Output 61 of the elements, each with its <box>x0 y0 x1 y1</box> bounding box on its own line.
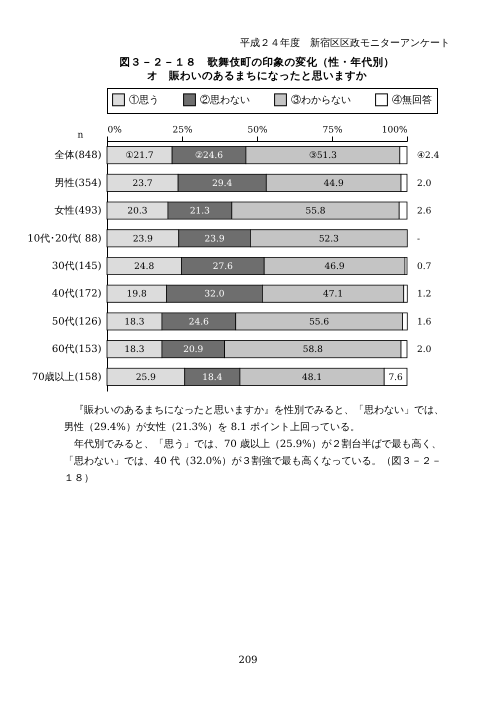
data-label: 1.2 <box>417 290 432 300</box>
text: 年代別でみると、「思う」では、70 歳以上（25.9%）が２割台半ばで最も高く、「思わない」では、40 代（32.0%）が３割強で最も高くなっている。（図３－２－１８） <box>64 438 443 486</box>
y-axis-title: n <box>78 130 84 140</box>
legend-label: ②思わない <box>200 94 250 106</box>
data-label: 0.7 <box>417 262 432 272</box>
data-label: 2.6 <box>417 206 432 217</box>
y-tick-label: 30代(145) <box>52 261 102 272</box>
legend-label: ④無回答 <box>392 94 432 106</box>
x-tick-label: 25% <box>172 126 193 136</box>
data-label: 58.8 <box>302 345 324 356</box>
x-tick-label: 75% <box>322 126 343 136</box>
y-tick-label: 女性(493) <box>54 204 102 217</box>
legend-label: ③わからない <box>291 94 351 106</box>
data-label: 25.9 <box>136 372 156 383</box>
data-label: 55.8 <box>305 206 326 217</box>
y-tick-label: 40代(172) <box>52 288 102 300</box>
data-label: 48.1 <box>302 372 322 383</box>
text: 『賑わいのあるまちになったと思いますか』を性別でみると、「思わない」では、男性（29.4%）が女性（21.3%）を 8.1 ポイント上回っている。 <box>64 404 445 435</box>
text: 平成２４年度 新宿区区政モニターアンケート <box>240 36 450 50</box>
data-label: 46.9 <box>324 262 345 272</box>
data-label: 44.9 <box>324 178 344 189</box>
data-label: ③51.3 <box>308 151 338 162</box>
data-label: ④2.4 <box>417 151 440 162</box>
data-label: 32.0 <box>204 290 225 300</box>
data-label: 19.8 <box>126 290 147 300</box>
x-tick-label: 50% <box>247 126 268 136</box>
chart-title: 図３－２－１８ 歌舞伎町の印象の変化（性・年代別） <box>120 56 394 68</box>
data-label: 29.4 <box>212 178 232 189</box>
data-label: 23.7 <box>132 178 153 189</box>
y-tick-label: 70歳以上(158) <box>32 370 102 383</box>
text: 209 <box>237 655 259 666</box>
data-label: 2.0 <box>417 178 432 189</box>
data-label: 23.9 <box>132 234 154 244</box>
y-tick-label: 60代(153) <box>52 344 102 356</box>
data-label: 27.6 <box>212 262 234 272</box>
chart-subtitle: オ 賑わいのあるまちになったと思いますか <box>147 70 368 82</box>
y-tick-label: 10代･20代( 88) <box>27 233 102 244</box>
data-label: 2.0 <box>417 345 432 356</box>
data-label: 20.3 <box>127 206 148 217</box>
y-tick-label: 全体(848) <box>54 149 102 162</box>
legend-label: ①思う <box>129 94 159 106</box>
data-label: 24.8 <box>134 262 154 272</box>
data-label: 20.9 <box>183 345 204 356</box>
data-label: 23.9 <box>204 234 225 244</box>
data-label: 1.6 <box>417 317 432 328</box>
data-label: ①21.7 <box>126 151 154 162</box>
data-label: 7.6 <box>388 372 404 383</box>
data-label: 47.1 <box>323 290 344 300</box>
data-label: - <box>417 234 420 244</box>
data-label: 18.3 <box>124 317 145 328</box>
data-label: 52.3 <box>318 234 340 244</box>
y-tick-label: 50代(126) <box>52 316 102 328</box>
x-tick-label: 100% <box>382 126 408 136</box>
data-label: 21.3 <box>190 206 210 217</box>
data-label: 24.6 <box>188 317 210 328</box>
data-label: 18.3 <box>124 345 145 356</box>
data-label: 55.6 <box>309 317 330 328</box>
data-label: ②24.6 <box>194 151 224 162</box>
y-tick-label: 男性(354) <box>54 176 102 189</box>
data-label: 18.4 <box>202 372 223 383</box>
x-tick-label: 0% <box>108 126 122 136</box>
